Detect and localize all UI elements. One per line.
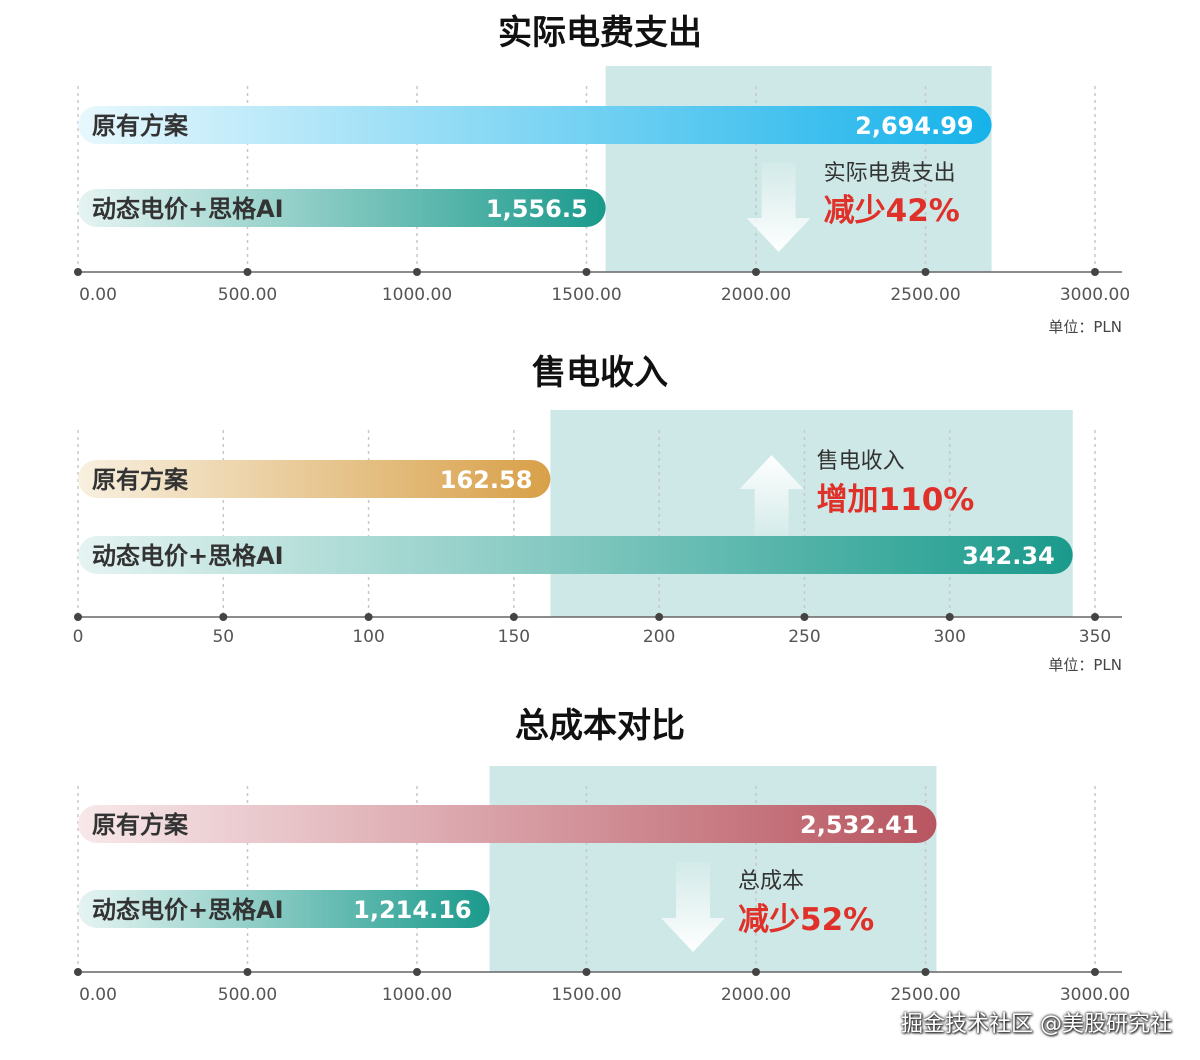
tick-dot bbox=[509, 613, 518, 621]
value-label: 342.34 bbox=[962, 542, 1055, 570]
value-label: 2,532.41 bbox=[800, 811, 918, 839]
tick-dot bbox=[413, 268, 421, 276]
chart-title: 实际电费支出 bbox=[498, 13, 702, 53]
tick-dot bbox=[921, 268, 930, 276]
tick-dot bbox=[800, 613, 809, 621]
tick-label: 3000.00 bbox=[1060, 985, 1130, 1005]
annotation-label: 售电收入 bbox=[817, 449, 905, 474]
annotation-value: 减少42% bbox=[824, 193, 960, 229]
tick-label: 0.00 bbox=[79, 985, 117, 1005]
tick-dot bbox=[655, 613, 664, 621]
tick-label: 250 bbox=[788, 627, 820, 647]
arrow-down-icon bbox=[661, 862, 726, 952]
tick-label: 1500.00 bbox=[551, 285, 621, 305]
tick-label: 500.00 bbox=[218, 985, 277, 1005]
tick-dot bbox=[1091, 268, 1099, 276]
tick-label: 0.00 bbox=[79, 285, 117, 305]
chart-1: 0.00 500.00 1000.00 1500.00 2000.00 2500.00 30… bbox=[74, 13, 1130, 336]
tick-dot bbox=[945, 613, 954, 621]
tick-dot bbox=[752, 968, 760, 976]
bar-original-plan bbox=[78, 805, 937, 843]
bar-dynamic-ai bbox=[78, 189, 606, 227]
tick-dot bbox=[1091, 968, 1099, 976]
category-label: 动态电价+思格AI bbox=[92, 542, 284, 570]
bar-original-plan bbox=[78, 460, 551, 498]
tick-label: 2500.00 bbox=[890, 985, 960, 1005]
tick-dot bbox=[413, 968, 421, 976]
tick-label: 300 bbox=[933, 627, 965, 647]
value-label: 1,214.16 bbox=[353, 896, 471, 924]
bar-dynamic-ai bbox=[78, 536, 1073, 574]
tick-label: 150 bbox=[498, 627, 530, 647]
tick-label: 200 bbox=[643, 627, 675, 647]
tick-dot bbox=[1091, 613, 1099, 621]
value-label: 2,694.99 bbox=[855, 112, 973, 140]
tick-label: 350 bbox=[1079, 627, 1111, 647]
category-label: 原有方案 bbox=[92, 112, 189, 140]
value-label: 162.58 bbox=[440, 466, 533, 494]
bar-original-plan bbox=[78, 106, 992, 144]
annotation-value: 减少52% bbox=[738, 902, 874, 938]
tick-label: 1000.00 bbox=[382, 285, 452, 305]
category-label: 原有方案 bbox=[92, 811, 189, 839]
tick-label: 2000.00 bbox=[721, 285, 791, 305]
tick-dot bbox=[243, 268, 252, 276]
tick-label: 0 bbox=[73, 627, 84, 647]
category-label: 原有方案 bbox=[92, 466, 189, 494]
tick-dot bbox=[582, 268, 591, 276]
tick-dot bbox=[752, 268, 760, 276]
watermark: 掘金技术社区 @美股研究社 bbox=[901, 1012, 1172, 1037]
tick-dot bbox=[74, 268, 82, 276]
tick-dot bbox=[74, 968, 82, 976]
tick-label: 50 bbox=[212, 627, 234, 647]
chart-title: 售电收入 bbox=[532, 353, 668, 393]
tick-dot bbox=[219, 613, 228, 621]
chart-title: 总成本对比 bbox=[515, 706, 685, 746]
annotation-value: 增加110% bbox=[817, 482, 975, 518]
tick-label: 100 bbox=[352, 627, 384, 647]
tick-dot bbox=[74, 613, 82, 621]
tick-label: 1000.00 bbox=[382, 985, 452, 1005]
highlight-band bbox=[605, 66, 992, 272]
tick-label: 3000.00 bbox=[1060, 285, 1130, 305]
arrow-down-icon bbox=[746, 162, 811, 252]
annotation-label: 总成本 bbox=[738, 869, 804, 894]
tick-dot bbox=[921, 968, 930, 976]
annotation-label: 实际电费支出 bbox=[824, 161, 956, 186]
tick-label: 2500.00 bbox=[890, 285, 960, 305]
highlight-band bbox=[489, 766, 937, 972]
tick-dot bbox=[243, 968, 252, 976]
category-label: 动态电价+思格AI bbox=[92, 195, 284, 223]
category-label: 动态电价+思格AI bbox=[92, 896, 284, 924]
unit-label: 单位：PLN bbox=[1048, 656, 1122, 674]
value-label: 1,556.5 bbox=[486, 195, 588, 223]
tick-label: 1500.00 bbox=[551, 985, 621, 1005]
tick-dot bbox=[364, 613, 373, 621]
unit-label: 单位：PLN bbox=[1048, 318, 1122, 336]
highlight-band bbox=[550, 410, 1073, 617]
tick-label: 2000.00 bbox=[721, 985, 791, 1005]
bar-dynamic-ai bbox=[78, 890, 490, 928]
tick-label: 500.00 bbox=[218, 285, 277, 305]
chart-3: 0.00 500.00 1000.00 1500.00 2000.00 2500.00 30… bbox=[74, 706, 1130, 1005]
arrow-up-icon bbox=[739, 455, 804, 540]
tick-dot bbox=[582, 968, 591, 976]
